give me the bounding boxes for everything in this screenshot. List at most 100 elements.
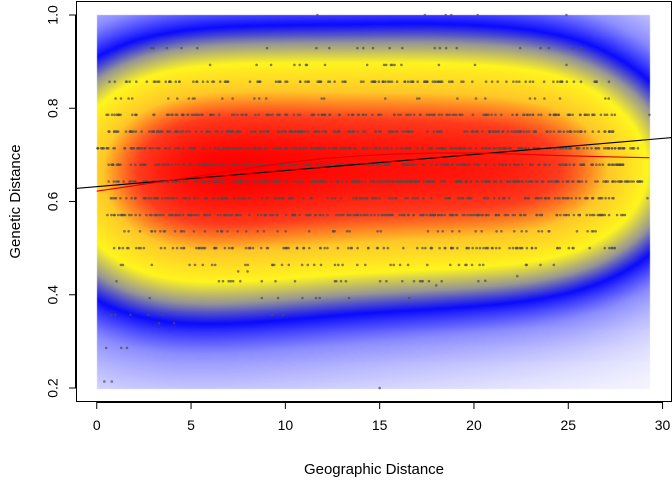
scatter-point <box>286 180 289 183</box>
scatter-point <box>357 180 361 183</box>
scatter-point <box>530 246 534 250</box>
scatter-point <box>120 346 123 350</box>
scatter-point <box>208 147 212 150</box>
scatter-point <box>217 113 221 117</box>
scatter-point <box>359 213 363 217</box>
scatter-point <box>296 113 300 117</box>
scatter-point <box>173 230 177 233</box>
scatter-point <box>276 80 280 83</box>
scatter-point <box>259 213 263 217</box>
scatter-point <box>223 163 226 166</box>
scatter-point <box>113 147 116 150</box>
scatter-point <box>179 246 183 250</box>
scatter-point <box>375 246 379 250</box>
scatter-point <box>333 196 337 200</box>
scatter-point <box>561 196 565 200</box>
scatter-point <box>134 130 138 133</box>
scatter-point <box>443 163 447 166</box>
scatter-point <box>289 130 292 133</box>
scatter-point <box>484 213 488 217</box>
scatter-point <box>426 263 429 267</box>
scatter-point <box>314 130 318 133</box>
scatter-point <box>193 180 197 183</box>
scatter-point <box>345 180 349 183</box>
scatter-point <box>108 80 111 83</box>
scatter-point <box>386 213 390 217</box>
scatter-point <box>149 196 153 200</box>
scatter-point <box>359 80 363 83</box>
x-tick-label: 20 <box>466 417 482 433</box>
scatter-point <box>319 246 322 250</box>
scatter-point <box>338 113 342 117</box>
scatter-point <box>292 163 296 166</box>
scatter-point <box>475 180 478 183</box>
scatter-point <box>163 163 166 166</box>
scatter-point <box>384 80 387 83</box>
scatter-point <box>466 130 469 133</box>
scatter-point <box>179 230 183 233</box>
scatter-point <box>201 80 205 83</box>
scatter-point <box>271 313 274 317</box>
scatter-point <box>211 163 214 166</box>
scatter-point <box>568 130 572 133</box>
scatter-point <box>562 213 566 217</box>
scatter-point <box>140 163 144 166</box>
scatter-point <box>254 180 257 183</box>
scatter-point <box>405 113 408 117</box>
scatter-point <box>586 230 589 233</box>
y-tick-label: 1.0 <box>45 5 61 25</box>
scatter-point <box>477 279 480 283</box>
scatter-point <box>212 180 216 183</box>
scatter-point <box>543 97 546 100</box>
scatter-point <box>345 230 349 233</box>
scatter-point <box>539 113 543 117</box>
scatter-point <box>304 80 307 83</box>
scatter-point <box>195 80 198 83</box>
scatter-point <box>476 163 479 166</box>
scatter-point <box>224 80 228 83</box>
scatter-point <box>586 147 589 150</box>
scatter-point <box>581 163 585 166</box>
scatter-point <box>117 213 120 217</box>
scatter-point <box>156 80 159 83</box>
scatter-point <box>280 147 283 150</box>
scatter-point <box>227 213 230 217</box>
scatter-point <box>430 246 434 250</box>
scatter-point <box>451 230 454 233</box>
scatter-point <box>276 296 280 300</box>
scatter-point <box>339 279 343 283</box>
scatter-point <box>371 46 375 50</box>
scatter-point <box>314 213 318 217</box>
scatter-point <box>221 180 224 183</box>
scatter-point <box>394 196 397 200</box>
scatter-point <box>576 130 579 133</box>
scatter-point <box>571 46 575 50</box>
scatter-point <box>153 230 157 233</box>
scatter-point <box>323 147 327 150</box>
scatter-point <box>193 97 196 100</box>
scatter-point <box>401 46 404 50</box>
scatter-point <box>542 80 546 83</box>
scatter-point <box>549 130 552 133</box>
scatter-point <box>436 80 440 83</box>
scatter-point <box>432 130 436 133</box>
scatter-point <box>138 230 142 233</box>
scatter-point <box>552 130 556 133</box>
scatter-point <box>166 113 169 117</box>
scatter-point <box>547 230 550 233</box>
scatter-point <box>115 130 119 133</box>
scatter-point <box>315 46 318 50</box>
scatter-point <box>324 180 328 183</box>
scatter-point <box>492 196 496 200</box>
scatter-point <box>190 163 194 166</box>
scatter-point <box>435 147 439 150</box>
scatter-point <box>556 246 559 250</box>
scatter-point <box>196 163 199 166</box>
scatter-point <box>232 180 235 183</box>
scatter-point <box>513 130 516 133</box>
scatter-point <box>249 130 253 133</box>
scatter-point <box>615 213 619 217</box>
scatter-point <box>484 97 487 100</box>
scatter-point <box>208 213 212 217</box>
scatter-point <box>547 196 551 200</box>
